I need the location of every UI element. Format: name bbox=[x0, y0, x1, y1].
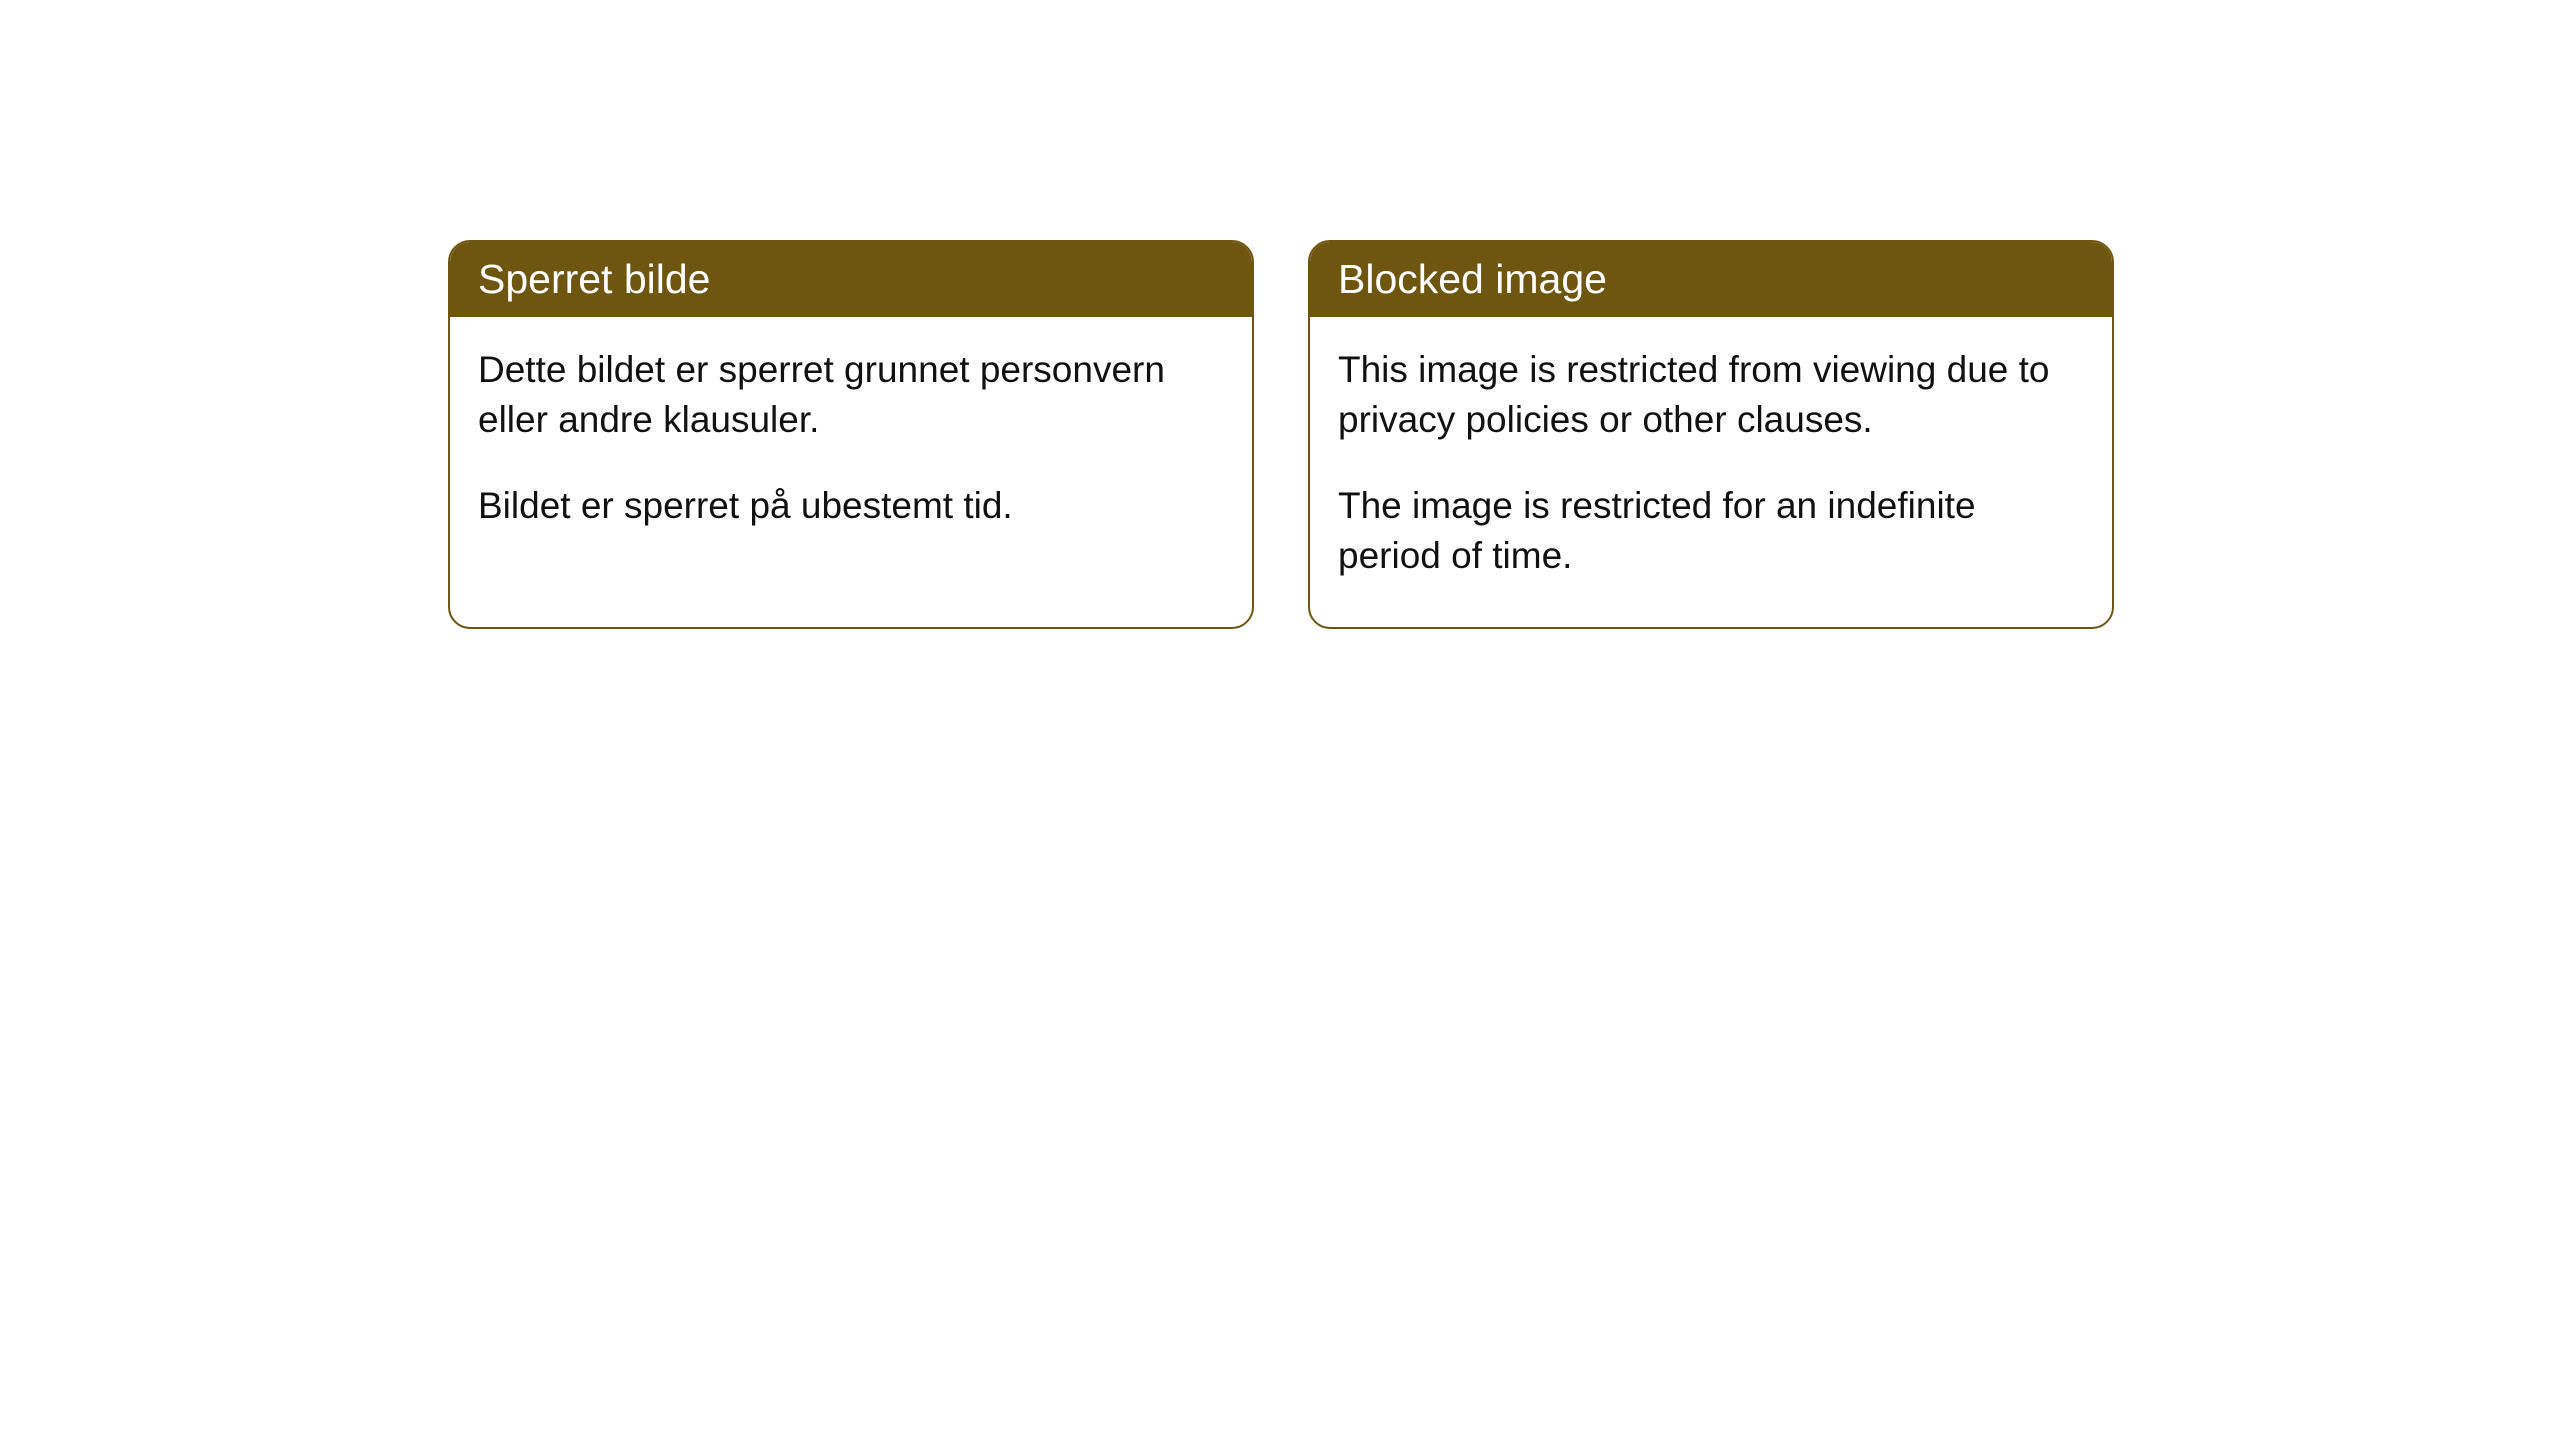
english-card-header: Blocked image bbox=[1310, 242, 2112, 317]
norwegian-card-title: Sperret bilde bbox=[478, 256, 710, 302]
norwegian-card: Sperret bilde Dette bildet er sperret gr… bbox=[448, 240, 1254, 629]
english-card-title: Blocked image bbox=[1338, 256, 1607, 302]
english-card: Blocked image This image is restricted f… bbox=[1308, 240, 2114, 629]
norwegian-paragraph-2: Bildet er sperret på ubestemt tid. bbox=[478, 481, 1224, 531]
norwegian-card-body: Dette bildet er sperret grunnet personve… bbox=[450, 317, 1252, 577]
english-paragraph-1: This image is restricted from viewing du… bbox=[1338, 345, 2084, 445]
cards-container: Sperret bilde Dette bildet er sperret gr… bbox=[0, 0, 2560, 629]
english-card-body: This image is restricted from viewing du… bbox=[1310, 317, 2112, 627]
norwegian-card-header: Sperret bilde bbox=[450, 242, 1252, 317]
norwegian-paragraph-1: Dette bildet er sperret grunnet personve… bbox=[478, 345, 1224, 445]
english-paragraph-2: The image is restricted for an indefinit… bbox=[1338, 481, 2084, 581]
